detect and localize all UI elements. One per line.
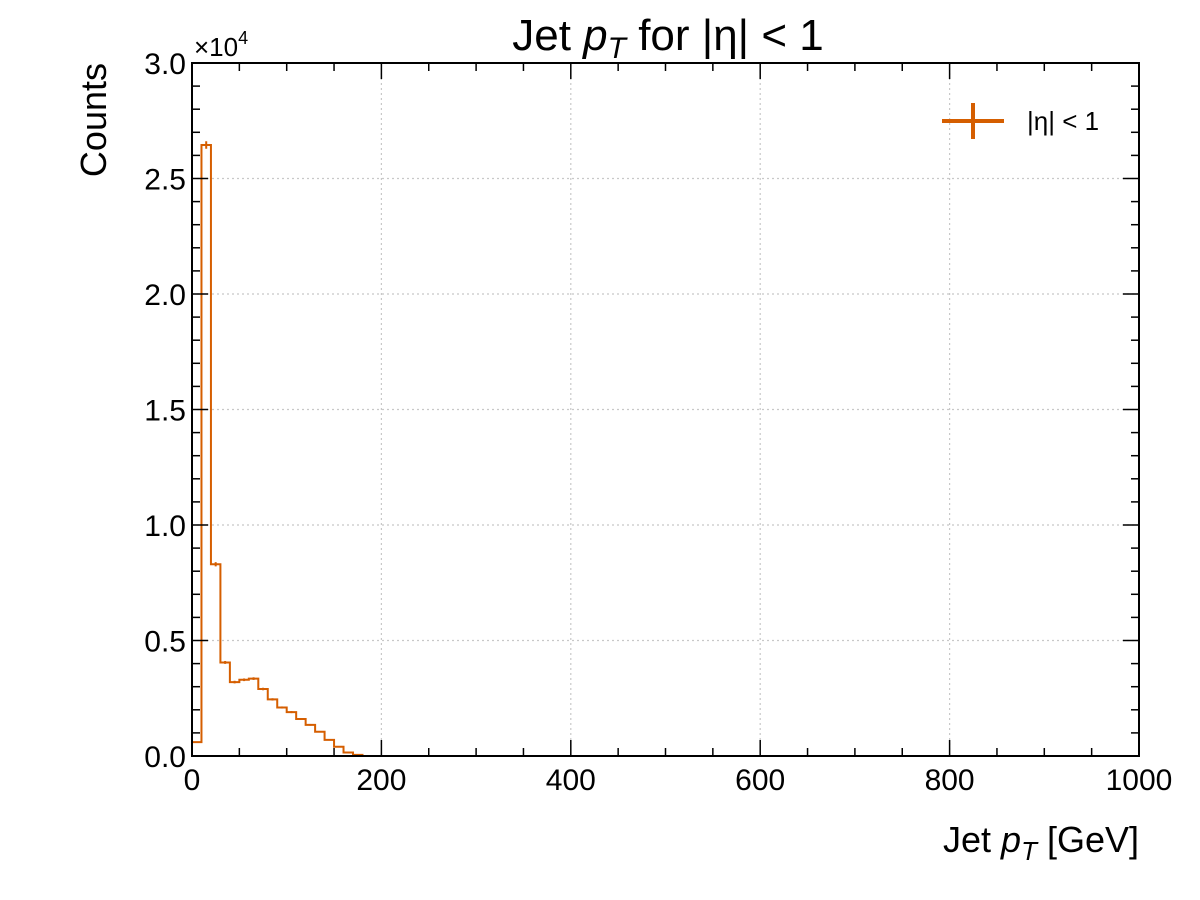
x-tick-label: 1000 [1106,764,1173,797]
chart-title: Jet pT for |η| < 1 [512,11,823,65]
x-axis-label: Jet pT [GeV] [943,819,1139,866]
y-tick-label: 2.0 [144,279,186,312]
legend-label: |η| < 1 [1027,106,1099,136]
x-tick-label: 200 [356,764,406,797]
x-tick-label: 0 [184,764,201,797]
y-tick-label: 3.0 [144,48,186,81]
legend: |η| < 1 [942,103,1099,139]
histogram-step-line [191,144,364,756]
y-axis-label: Counts [73,63,114,177]
grid [192,63,1139,756]
plot-frame [191,62,1140,757]
x-tick-label: 600 [735,764,785,797]
histogram-series [191,141,364,756]
y-tick-labels: 0.0 0.5 1.0 1.5 2.0 2.5 3.0 [144,48,186,774]
x-tick-labels: 0 200 400 600 800 1000 [184,764,1173,797]
axis-ticks [191,62,1140,757]
y-tick-label: 0.0 [144,741,186,774]
x-tick-label: 400 [546,764,596,797]
y-tick-label: 1.5 [144,395,186,428]
y-tick-label: 1.0 [144,510,186,543]
y-axis-multiplier: ×104 [194,28,248,62]
y-tick-label: 2.5 [144,164,186,197]
y-tick-label: 0.5 [144,626,186,659]
x-tick-label: 800 [925,764,975,797]
